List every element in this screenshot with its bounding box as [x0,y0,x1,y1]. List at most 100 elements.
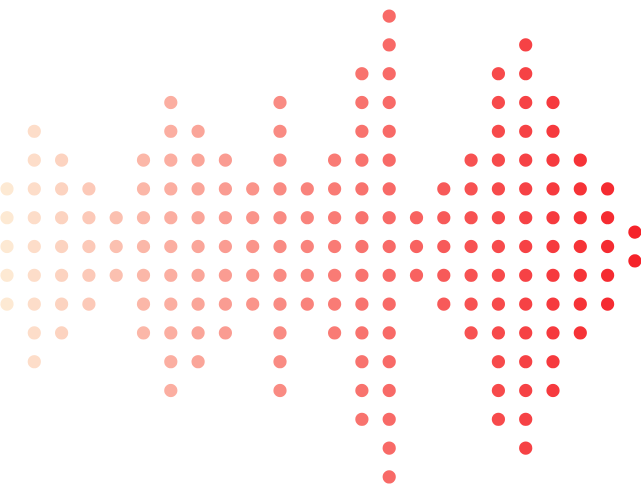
waveform-dot [491,211,505,225]
waveform-dot [27,124,41,138]
waveform-dot [273,124,287,138]
waveform-dot [0,268,14,282]
waveform-dot [573,297,587,311]
waveform-dot [573,239,587,254]
waveform-dot [82,297,96,311]
waveform-dot [519,124,533,138]
waveform-dot [328,182,342,196]
waveform-dot [273,182,287,196]
waveform-dot [191,211,205,225]
waveform-dot [437,182,451,196]
waveform-dot [519,297,533,311]
waveform-dot [191,355,205,369]
waveform-dot [519,67,533,81]
waveform-dot [328,239,342,254]
waveform-dot [519,355,533,369]
waveform-dot [164,182,178,196]
waveform-dot [382,355,396,369]
waveform-dot [136,182,151,196]
waveform-dot [355,326,369,340]
waveform-dot [246,211,260,225]
waveform-dot [437,239,451,254]
waveform-dot [218,268,232,282]
waveform-dot [0,297,14,311]
waveform-dot [382,268,396,282]
waveform-dot [382,95,396,110]
waveform-dot [573,326,587,340]
waveform-dot [546,239,560,254]
waveform-dot [164,326,178,340]
waveform-dot [601,239,615,254]
waveform-dot [546,124,560,138]
waveform-dot [27,239,41,254]
waveform-dot [464,326,478,340]
waveform-dot [164,153,178,167]
waveform-dot [519,95,533,110]
waveform-dot [355,355,369,369]
waveform-dot [164,383,178,398]
waveform-dot [300,239,314,254]
waveform-dot [273,383,287,398]
waveform-dot [191,182,205,196]
waveform-dot [218,211,232,225]
waveform-dot [519,211,533,225]
waveform-dot [300,297,314,311]
waveform-dot [273,211,287,225]
waveform-dot [27,355,41,369]
waveform-dot [136,211,151,225]
waveform-dot [519,182,533,196]
waveform-dot [546,383,560,398]
waveform-dot [601,211,615,225]
waveform-dot [382,211,396,225]
waveform-dot [218,326,232,340]
waveform-dot [546,297,560,311]
waveform-dot [300,182,314,196]
waveform-dot [519,153,533,167]
waveform-dot [464,153,478,167]
waveform-dot [164,211,178,225]
waveform-dot [382,67,396,81]
waveform-dot [409,211,424,225]
waveform-dot [164,239,178,254]
waveform-dot [573,211,587,225]
waveform-dot [273,239,287,254]
waveform-dot [328,326,342,340]
waveform-dot [355,412,369,426]
waveform-dot [27,182,41,196]
waveform-dot [573,268,587,282]
waveform-dot [355,182,369,196]
waveform-dot [246,239,260,254]
waveform-dot [601,268,615,282]
waveform-dot [546,326,560,340]
waveform-dot [191,326,205,340]
waveform-dot [519,38,533,52]
waveform-dot [464,182,478,196]
waveform-dot [519,441,533,455]
waveform-dot [546,211,560,225]
waveform-dot [437,211,451,225]
waveform-dot [628,225,641,239]
waveform-dot [491,355,505,369]
waveform-dot [355,124,369,138]
waveform-dot [218,297,232,311]
waveform-dot [164,297,178,311]
waveform-dot [27,326,41,340]
waveform-dot [136,239,151,254]
waveform-dot [382,182,396,196]
waveform-dot [273,95,287,110]
waveform-dot [136,326,151,340]
waveform-dot [355,239,369,254]
waveform-dot [491,153,505,167]
waveform-dot [27,211,41,225]
waveform-dot [382,297,396,311]
waveform-dot [573,182,587,196]
waveform-dot [519,239,533,254]
waveform-dot [55,153,69,167]
waveform-dot [328,297,342,311]
waveform-dot [355,383,369,398]
waveform-dot [328,268,342,282]
waveform-dot [546,355,560,369]
waveform-dot [546,268,560,282]
waveform-dot [546,95,560,110]
waveform-dot [491,383,505,398]
